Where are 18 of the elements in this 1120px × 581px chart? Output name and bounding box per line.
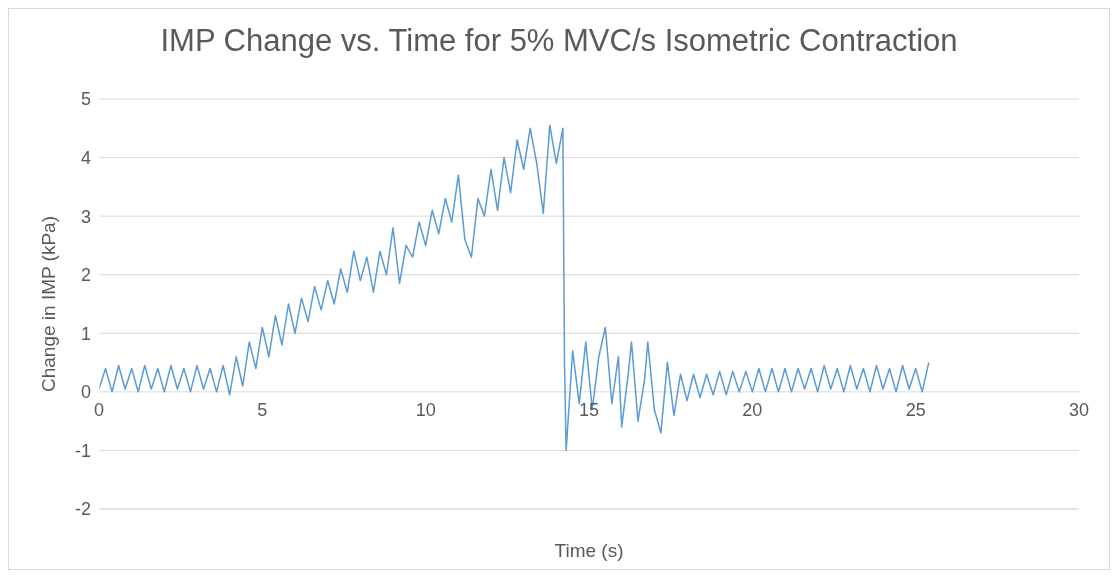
y-tick-label: -1 [74, 440, 91, 461]
y-axis-title: Change in IMP (kPa) [38, 215, 60, 393]
y-tick-label: 3 [80, 206, 91, 227]
x-tick-label: 25 [905, 399, 926, 420]
y-tick-label: 0 [80, 382, 91, 403]
y-tick-label: -2 [74, 499, 91, 520]
x-tick-label: 15 [578, 399, 600, 420]
chart-title: IMP Change vs. Time for 5% MVC/s Isometric Contraction [159, 23, 959, 59]
x-tick-label: 0 [93, 399, 105, 420]
y-tick-label: 2 [80, 265, 91, 286]
x-tick-label: 20 [742, 399, 763, 420]
x-tick-label: 5 [257, 399, 268, 420]
y-tick-label: 1 [80, 323, 91, 344]
y-tick-label: 5 [80, 89, 91, 110]
x-axis-title: Time (s) [554, 540, 624, 561]
x-tick-label: 10 [415, 399, 436, 420]
y-tick-label: 4 [80, 147, 91, 168]
x-tick-label: 30 [1068, 399, 1090, 420]
